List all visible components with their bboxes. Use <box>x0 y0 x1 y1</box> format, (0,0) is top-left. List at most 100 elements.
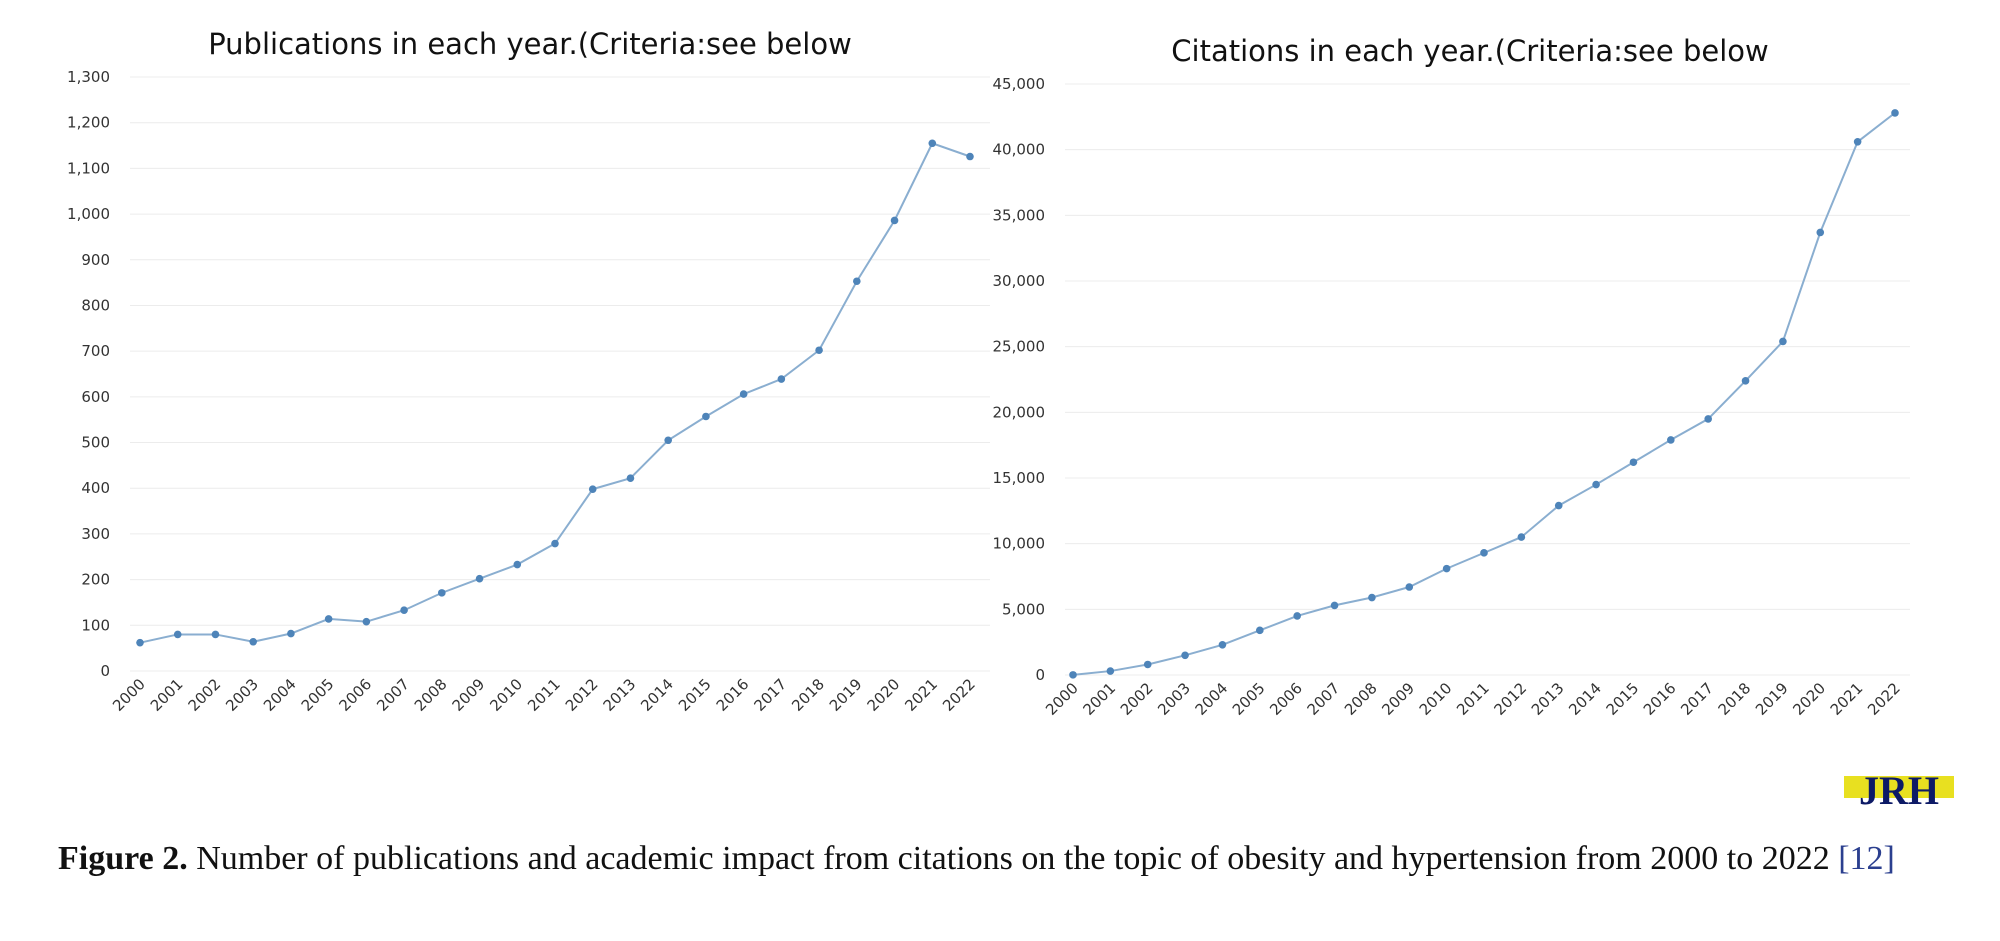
data-point <box>1891 109 1899 117</box>
data-point <box>324 615 333 623</box>
y-tick-label: 15,000 <box>993 469 1046 487</box>
x-tick-label: 2020 <box>864 675 904 715</box>
data-point <box>664 436 672 445</box>
data-point <box>1779 337 1787 346</box>
data-point <box>1667 436 1675 444</box>
y-tick-label: 700 <box>81 342 110 360</box>
x-tick-label: 2022 <box>939 675 979 715</box>
data-point <box>739 390 748 398</box>
chart-title: Publications in each year.(Criteria:see … <box>208 27 852 61</box>
x-tick-label: 2004 <box>260 675 300 715</box>
data-point <box>1293 612 1301 620</box>
x-tick-label: 2019 <box>826 675 866 715</box>
data-point <box>513 560 522 569</box>
y-tick-label: 0 <box>100 662 110 680</box>
data-point <box>1629 458 1638 467</box>
x-tick-label: 2014 <box>637 675 677 715</box>
y-tick-label: 800 <box>81 296 110 314</box>
y-tick-label: 0 <box>1035 666 1045 684</box>
y-tick-label: 25,000 <box>993 338 1046 356</box>
logo-stripe <box>1844 776 1954 798</box>
series-line <box>1072 112 1896 676</box>
data-point <box>1106 667 1115 675</box>
x-tick-label: 2007 <box>373 675 413 715</box>
data-point <box>173 630 182 639</box>
x-tick-label: 2021 <box>1827 679 1867 719</box>
x-tick-label: 2007 <box>1304 679 1344 719</box>
y-tick-label: 200 <box>81 571 110 589</box>
publications-chart: Publications in each year.(Criteria:see … <box>67 27 990 715</box>
x-tick-label: 2001 <box>1079 679 1119 719</box>
x-tick-label: 2001 <box>147 675 187 715</box>
y-tick-label: 45,000 <box>993 75 1046 93</box>
jrh-logo: JRH <box>1844 772 1954 812</box>
data-point <box>1368 593 1376 602</box>
data-point <box>1853 137 1862 146</box>
x-tick-label: 2011 <box>524 675 564 715</box>
data-point <box>1218 640 1227 649</box>
x-tick-label: 2009 <box>1378 679 1418 719</box>
x-tick-label: 2016 <box>1640 679 1680 719</box>
data-point <box>287 629 295 638</box>
data-point <box>1181 651 1189 660</box>
series-line <box>139 142 971 644</box>
data-point <box>400 606 408 615</box>
data-point <box>211 630 220 639</box>
logo-text: JRH <box>1859 772 1939 812</box>
x-tick-label: 2018 <box>1715 679 1755 719</box>
data-point <box>928 139 937 148</box>
x-tick-label: 2019 <box>1752 679 1792 719</box>
data-point <box>1330 601 1339 610</box>
y-tick-label: 5,000 <box>1002 600 1045 618</box>
x-tick-label: 2018 <box>788 675 828 715</box>
data-point <box>853 277 861 286</box>
x-tick-label: 2014 <box>1565 679 1605 719</box>
x-tick-label: 2017 <box>750 675 790 715</box>
x-tick-label: 2015 <box>1603 679 1643 719</box>
data-point <box>1554 501 1563 510</box>
data-point <box>1704 415 1712 423</box>
data-point <box>966 152 974 161</box>
data-point <box>1256 626 1264 635</box>
x-tick-label: 2009 <box>449 675 489 715</box>
x-tick-label: 2011 <box>1453 679 1493 719</box>
x-tick-label: 2021 <box>901 675 941 715</box>
data-point <box>438 589 446 597</box>
data-point <box>702 412 710 421</box>
y-tick-label: 900 <box>81 251 110 269</box>
data-point <box>1741 377 1750 385</box>
data-point <box>1405 583 1414 591</box>
data-point <box>777 375 786 383</box>
data-point <box>362 617 371 626</box>
data-point <box>1517 533 1526 541</box>
data-point <box>1816 228 1825 237</box>
caption-reference-link[interactable]: [12] <box>1838 840 1895 877</box>
y-tick-label: 300 <box>81 525 110 543</box>
y-tick-label: 500 <box>81 434 110 452</box>
x-tick-label: 2002 <box>185 675 225 715</box>
x-tick-label: 2002 <box>1117 679 1157 719</box>
x-tick-label: 2005 <box>298 675 338 715</box>
x-tick-label: 2006 <box>335 675 375 715</box>
data-point <box>588 485 597 493</box>
y-tick-label: 35,000 <box>993 206 1046 224</box>
x-tick-label: 2004 <box>1192 679 1232 719</box>
data-point <box>626 474 635 482</box>
x-tick-label: 2016 <box>713 675 753 715</box>
data-point <box>1442 564 1451 573</box>
data-point <box>815 346 823 355</box>
data-point <box>1480 549 1488 557</box>
y-tick-label: 20,000 <box>993 403 1046 421</box>
x-tick-label: 2010 <box>486 675 526 715</box>
x-tick-label: 2008 <box>1341 679 1381 719</box>
x-tick-label: 2015 <box>675 675 715 715</box>
x-tick-label: 2022 <box>1864 679 1904 719</box>
y-tick-label: 1,200 <box>67 114 110 132</box>
y-tick-label: 10,000 <box>993 535 1046 553</box>
x-tick-label: 2003 <box>1154 679 1194 719</box>
data-point <box>1069 671 1077 679</box>
data-point <box>890 216 899 225</box>
y-tick-label: 1,300 <box>67 68 110 86</box>
x-tick-label: 2005 <box>1229 679 1269 719</box>
